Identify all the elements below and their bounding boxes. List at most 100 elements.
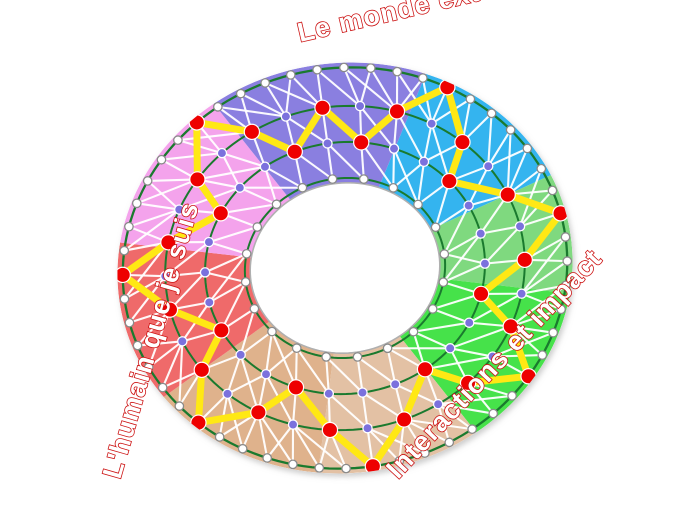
node-white	[408, 326, 419, 337]
node-white	[417, 73, 428, 83]
edge-line	[360, 141, 395, 189]
node-white	[241, 248, 252, 259]
edge-line	[284, 74, 292, 117]
edge-line	[506, 129, 512, 195]
node-white	[119, 245, 130, 256]
edge-line	[164, 241, 210, 278]
node-highlight-red	[190, 414, 207, 431]
edge-line	[444, 253, 486, 265]
node-purple	[204, 297, 215, 308]
node-purple	[174, 204, 185, 215]
edge-line	[480, 225, 521, 235]
node-white	[321, 352, 332, 362]
node-white	[522, 143, 533, 154]
edge-line	[359, 67, 372, 107]
node-white	[124, 317, 135, 328]
node-white	[341, 463, 351, 474]
node-white	[271, 199, 282, 210]
node-white	[173, 135, 183, 146]
node-white	[537, 350, 548, 360]
node-highlight-red	[117, 266, 131, 284]
edge-line	[437, 403, 473, 430]
label-le-monde-exterieur: Le monde extérieur	[295, 0, 562, 48]
node-purple	[479, 258, 491, 269]
node-purple	[362, 422, 373, 434]
node-purple	[432, 398, 444, 410]
edge-line	[265, 347, 298, 375]
node-white	[392, 66, 402, 77]
node-highlight-red	[472, 285, 490, 303]
edge-line	[146, 180, 180, 211]
node-white	[156, 154, 167, 165]
node-white	[174, 401, 185, 411]
node-highlight-red	[287, 379, 305, 396]
sector-tan-dark	[163, 321, 334, 473]
edge-line	[396, 71, 433, 125]
node-highlight-red	[160, 234, 177, 251]
node-white	[143, 362, 154, 373]
node-highlight-red	[395, 411, 413, 428]
edge-line	[487, 147, 528, 168]
node-highlight-red	[516, 251, 533, 269]
node-white	[560, 232, 571, 242]
edge-line	[221, 152, 266, 168]
node-white	[214, 432, 225, 442]
node-purple	[235, 349, 246, 361]
node-white	[419, 448, 430, 458]
edge-line	[520, 260, 568, 295]
node-white	[413, 199, 423, 210]
edge-line	[449, 347, 493, 358]
node-purple	[389, 379, 401, 390]
edge-line	[136, 202, 180, 211]
edge-line	[239, 186, 277, 206]
node-purple	[287, 419, 299, 430]
node-white	[288, 459, 298, 470]
edge-line	[413, 321, 470, 333]
node-white	[547, 185, 558, 196]
edge-line	[521, 292, 562, 311]
node-highlight-red	[161, 301, 179, 318]
edge-line	[220, 203, 277, 215]
node-purple	[259, 161, 271, 173]
node-white	[240, 277, 251, 287]
edge-line	[421, 77, 433, 124]
node-white	[358, 174, 369, 184]
node-white	[505, 125, 516, 135]
node-highlight-red	[502, 318, 519, 335]
edge-line	[492, 331, 554, 358]
edge-line	[367, 427, 426, 455]
node-highlight-red	[459, 374, 477, 392]
edge-line	[292, 423, 347, 470]
node-highlight-red	[388, 103, 406, 120]
node-white	[562, 256, 573, 266]
node-highlight-red	[193, 361, 210, 379]
edge-line	[392, 148, 396, 188]
edge-line	[492, 354, 543, 358]
edge-line	[403, 418, 473, 431]
edge-line	[432, 292, 482, 310]
edge-line	[413, 330, 451, 350]
node-purple	[487, 351, 498, 362]
node-white	[465, 94, 476, 104]
node-white	[262, 453, 273, 463]
node-white	[131, 198, 142, 209]
node-white	[291, 343, 302, 353]
edge-line	[257, 411, 294, 465]
edge-line	[510, 284, 567, 328]
sector-tan-light	[318, 336, 477, 474]
node-purple	[426, 118, 437, 129]
edge-line	[266, 423, 294, 459]
node-highlight-red	[441, 172, 458, 190]
node-white	[365, 63, 376, 73]
edge-line	[519, 168, 543, 227]
edge-line	[438, 394, 513, 406]
edge-line	[161, 340, 184, 388]
node-purple	[516, 288, 527, 299]
node-white	[237, 443, 248, 454]
node-purple	[222, 388, 233, 400]
edge-line	[169, 271, 206, 311]
edge-line	[208, 281, 247, 304]
node-highlight-red	[520, 368, 537, 385]
